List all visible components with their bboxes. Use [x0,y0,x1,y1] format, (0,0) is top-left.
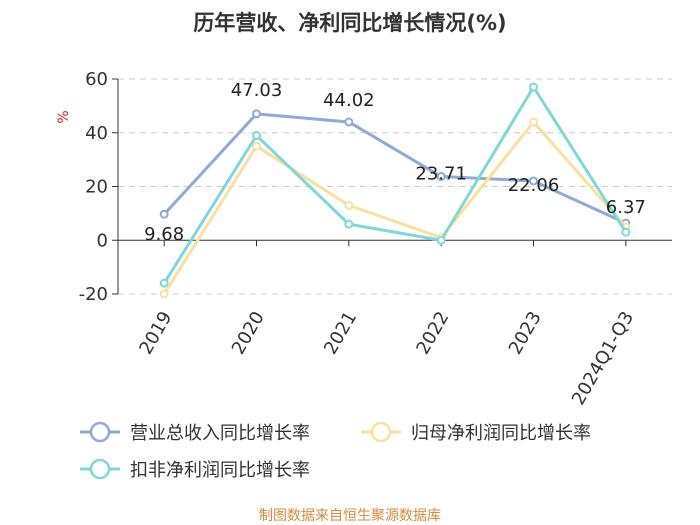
data-label: 23.71 [415,164,467,185]
y-tick-label: 20 [85,177,108,198]
source-note: 制图数据来自恒生聚源数据库 [259,508,441,524]
data-point[interactable] [252,109,261,119]
grid [118,78,672,295]
y-tick-label: 40 [85,123,108,144]
data-label: 22.06 [508,175,560,196]
y-tick-label: 60 [85,69,108,90]
series-lines [159,82,631,299]
x-axis-ticks: 2019 2020 2021 2022 2023 2024Q1-Q3 [135,240,638,409]
data-point[interactable] [529,117,538,127]
data-point[interactable] [252,130,261,140]
data-point[interactable] [344,200,354,210]
chart-title: 历年营收、净利同比增长情况(%) [193,11,506,35]
data-point[interactable] [344,219,354,229]
y-axis-ticks: 60 40 20 0 -20 [79,69,119,305]
data-label: 44.02 [323,90,375,111]
legend-swatch-marker[interactable] [89,421,111,443]
data-point[interactable] [252,141,261,151]
series-line [163,112,627,225]
data-point[interactable] [344,117,354,127]
y-tick-label: 0 [97,230,108,251]
data-point[interactable] [529,176,538,186]
data-point[interactable] [436,172,446,182]
data-label: 47.03 [231,80,283,101]
data-label: 9.68 [144,224,184,245]
series-line [162,120,627,295]
x-tick-label: 2020 [228,308,269,358]
data-point[interactable] [159,289,169,299]
x-tick-label: 2019 [135,308,176,358]
x-tick-label: 2022 [412,308,453,358]
data-point[interactable] [529,82,538,92]
data-point[interactable] [159,278,169,288]
x-tick-label: 2021 [320,308,361,358]
data-label: 6.37 [606,197,646,218]
legend-label[interactable]: 扣非净利润同比增长率 [130,460,310,481]
legend-swatch-marker[interactable] [89,458,111,480]
y-tick-label: -20 [79,284,108,305]
legend-swatch-marker[interactable] [370,421,392,443]
legend-label[interactable]: 营业总收入同比增长率 [130,423,310,444]
x-tick-label: 2024Q1-Q3 [568,308,638,409]
legend-label[interactable]: 归母净利润同比增长率 [411,423,591,444]
data-labels: 9.68 47.03 44.02 23.71 22.06 6.37 [144,80,646,245]
y-axis-label: % [56,110,72,123]
x-tick-label: 2023 [505,308,546,358]
data-point[interactable] [159,209,169,219]
series-line [162,85,628,285]
data-point[interactable] [621,227,631,237]
data-point[interactable] [436,235,446,245]
